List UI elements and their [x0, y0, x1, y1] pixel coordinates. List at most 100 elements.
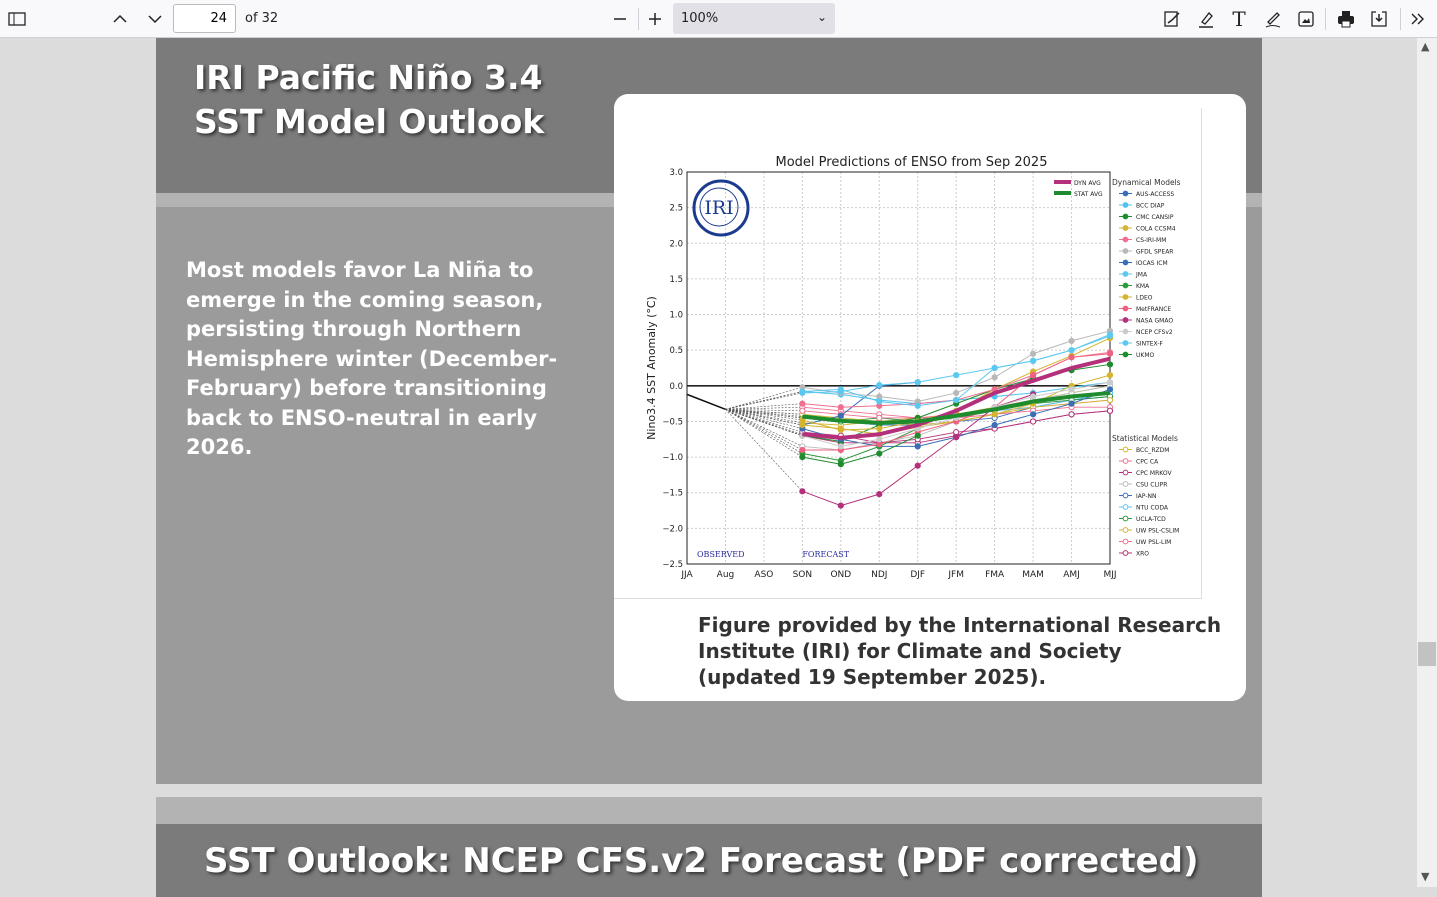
data-point — [876, 414, 883, 421]
divider — [1400, 8, 1401, 30]
legend-marker — [1122, 458, 1129, 464]
legend-marker — [1122, 248, 1129, 254]
y-axis-label: Nino3.4 SST Anomaly (°C) — [645, 296, 658, 440]
data-point — [876, 425, 883, 432]
data-point — [1068, 354, 1075, 361]
x-tick-label: NDJ — [871, 570, 887, 580]
forecast-connector — [725, 409, 803, 419]
y-tick-label: −2.0 — [662, 524, 683, 534]
legend-label: DYN AVG — [1074, 180, 1101, 187]
chevron-down-icon: ⌄ — [816, 10, 827, 24]
vertical-scrollbar[interactable]: ▲ ▼ — [1417, 38, 1437, 887]
chart-title: Model Predictions of ENSO from Sep 2025 — [776, 155, 1048, 170]
legend-label: IOCAS ICM — [1136, 260, 1168, 267]
data-point — [953, 372, 960, 379]
y-tick-label: 2.5 — [669, 204, 683, 214]
forecast-connector — [725, 406, 803, 410]
zoom-in-icon[interactable] — [642, 6, 668, 32]
data-point — [837, 461, 844, 468]
legend-label: BCC_RZDM — [1136, 447, 1169, 454]
y-tick-label: 0.0 — [669, 382, 683, 392]
data-point — [837, 502, 844, 509]
slide-body-text: Most models favor La Niña to emerge in t… — [186, 258, 558, 459]
forecast-connector — [725, 409, 803, 458]
forecast-connector — [725, 409, 803, 436]
text-icon[interactable]: T — [1232, 7, 1246, 31]
observed-line — [686, 393, 726, 411]
observed-label: OBSERVED — [697, 550, 745, 559]
legend-marker — [1122, 469, 1129, 476]
data-point — [1068, 347, 1075, 354]
print-icon[interactable] — [1333, 6, 1359, 32]
forecast-connector — [725, 409, 803, 415]
sidebar-toggle-icon[interactable] — [4, 6, 30, 32]
forecast-connector — [725, 409, 803, 429]
legend-marker — [1122, 515, 1129, 522]
legend-label: MetFRANCE — [1136, 306, 1171, 313]
data-point — [876, 450, 883, 457]
y-tick-label: −0.5 — [662, 417, 683, 427]
more-tools-icon[interactable] — [1405, 6, 1431, 32]
pdf-toolbar: 24 of 32 100% ⌄ T — [0, 0, 1437, 38]
next-page-icon[interactable] — [142, 6, 168, 32]
zoom-select[interactable]: 100% ⌄ — [673, 3, 835, 34]
legend-marker — [1122, 492, 1129, 499]
highlight-icon[interactable] — [1193, 6, 1219, 32]
y-tick-label: −1.0 — [662, 453, 683, 463]
data-point — [1029, 372, 1037, 379]
data-point — [953, 389, 960, 397]
legend-label: KMA — [1136, 283, 1150, 290]
data-point — [914, 432, 921, 439]
data-point — [1029, 411, 1037, 418]
data-point — [1068, 400, 1075, 407]
legend-label: AUS-ACCESS — [1136, 191, 1174, 198]
data-point — [876, 382, 883, 389]
data-point — [876, 398, 883, 405]
data-point — [837, 412, 844, 419]
legend-marker — [1122, 259, 1129, 266]
legend-marker — [1122, 317, 1129, 323]
x-tick-label: JFM — [947, 570, 964, 580]
plot-frame — [686, 171, 1111, 565]
series-line — [802, 428, 918, 462]
save-icon[interactable] — [1366, 6, 1392, 32]
data-point — [914, 443, 921, 450]
x-tick-label: JJA — [680, 570, 693, 580]
scroll-down-icon[interactable]: ▼ — [1421, 870, 1430, 883]
legend-label: CSU CLIPR — [1136, 481, 1167, 488]
legend-label: CPC MRKOV — [1136, 470, 1172, 477]
legend-label: UKMO — [1136, 352, 1155, 359]
legend-label: IAP-NN — [1136, 493, 1157, 500]
data-point — [1106, 386, 1114, 393]
data-point — [1068, 337, 1075, 345]
sign-icon[interactable] — [1159, 6, 1185, 32]
iri-logo-text: IRI — [704, 197, 733, 219]
scrollbar-thumb[interactable] — [1418, 642, 1436, 666]
legend-marker — [1122, 190, 1129, 197]
data-point — [914, 379, 921, 386]
data-point — [837, 425, 844, 432]
legend-marker — [1122, 225, 1129, 231]
pdf-page-24: IRI Pacific Niño 3.4 SST Model Outlook Mo… — [156, 38, 1262, 784]
previous-page-icon[interactable] — [107, 6, 133, 32]
data-point — [914, 402, 921, 409]
legend-label: LDEO — [1136, 294, 1153, 301]
x-tick-label: ASO — [754, 570, 773, 580]
legend-label: JMA — [1135, 271, 1148, 278]
divider — [1325, 8, 1326, 30]
x-tick-label: Aug — [717, 570, 735, 580]
scroll-up-icon[interactable]: ▲ — [1421, 40, 1430, 53]
legend-marker — [1122, 213, 1129, 220]
data-point — [1029, 350, 1037, 357]
x-tick-label: MAM — [1022, 570, 1044, 580]
data-point — [799, 388, 806, 395]
page-number-input[interactable]: 24 — [173, 4, 236, 33]
image-icon[interactable] — [1293, 6, 1319, 32]
zoom-out-icon[interactable] — [607, 6, 633, 32]
data-point — [837, 443, 844, 450]
legend-label: UCLA-TCD — [1136, 516, 1166, 523]
legend-title: Statistical Models — [1112, 434, 1178, 443]
caption-line: Figure provided by the International Res… — [698, 613, 1222, 637]
draw-icon[interactable] — [1260, 6, 1286, 32]
forecast-connector — [725, 409, 803, 451]
